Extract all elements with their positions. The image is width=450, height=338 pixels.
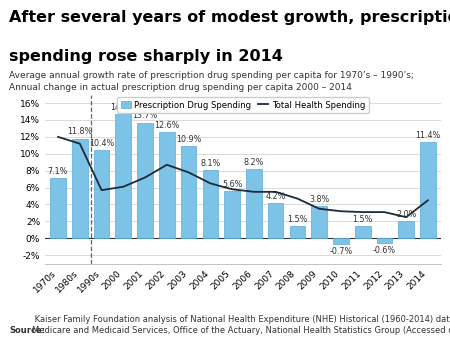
Bar xyxy=(72,139,88,238)
Bar xyxy=(268,203,284,238)
Bar xyxy=(398,221,414,238)
Text: Average annual growth rate of prescription drug spending per capita for 1970’s –: Average annual growth rate of prescripti… xyxy=(9,71,414,92)
Text: Source:: Source: xyxy=(9,325,45,335)
Legend: Prescription Drug Spending, Total Health Spending: Prescription Drug Spending, Total Health… xyxy=(117,97,369,113)
Bar xyxy=(202,170,218,238)
Bar xyxy=(50,178,66,238)
Text: 10.4%: 10.4% xyxy=(89,139,114,148)
Bar xyxy=(420,142,436,238)
Text: spending rose sharply in 2014: spending rose sharply in 2014 xyxy=(9,49,283,64)
Bar xyxy=(159,132,175,238)
Text: -0.6%: -0.6% xyxy=(373,246,396,255)
Bar xyxy=(333,238,349,244)
Bar xyxy=(137,122,153,238)
Text: 13.7%: 13.7% xyxy=(132,112,158,120)
Text: 10.9%: 10.9% xyxy=(176,135,201,144)
Bar xyxy=(246,169,262,238)
Text: 1.5%: 1.5% xyxy=(352,215,373,223)
Text: -0.7%: -0.7% xyxy=(329,247,352,256)
Bar xyxy=(311,206,327,238)
Bar xyxy=(181,146,197,238)
Bar xyxy=(289,226,305,238)
Text: 14.7%: 14.7% xyxy=(111,103,136,112)
Text: FOUNDATION: FOUNDATION xyxy=(380,325,421,330)
Text: 12.6%: 12.6% xyxy=(154,121,180,130)
Text: 11.4%: 11.4% xyxy=(415,131,441,140)
Text: Kaiser Family Foundation analysis of National Health Expenditure (NHE) Historica: Kaiser Family Foundation analysis of Nat… xyxy=(32,315,450,335)
Text: After several years of modest growth, prescription drug: After several years of modest growth, pr… xyxy=(9,10,450,25)
Text: FAMILY: FAMILY xyxy=(386,315,415,324)
Text: 8.2%: 8.2% xyxy=(244,158,264,167)
Text: 8.1%: 8.1% xyxy=(200,159,220,168)
Bar xyxy=(94,150,109,238)
Text: 2.0%: 2.0% xyxy=(396,210,416,219)
Bar xyxy=(224,191,240,238)
Text: 1.5%: 1.5% xyxy=(287,215,308,223)
Bar xyxy=(377,238,392,243)
Text: KAISER: KAISER xyxy=(385,307,416,315)
Bar xyxy=(355,226,370,238)
Text: 4.2%: 4.2% xyxy=(266,192,286,201)
Text: 7.1%: 7.1% xyxy=(48,167,68,176)
Bar xyxy=(116,114,131,238)
Text: 3.8%: 3.8% xyxy=(309,195,329,204)
Text: 11.8%: 11.8% xyxy=(67,127,92,137)
Text: 5.6%: 5.6% xyxy=(222,180,242,189)
